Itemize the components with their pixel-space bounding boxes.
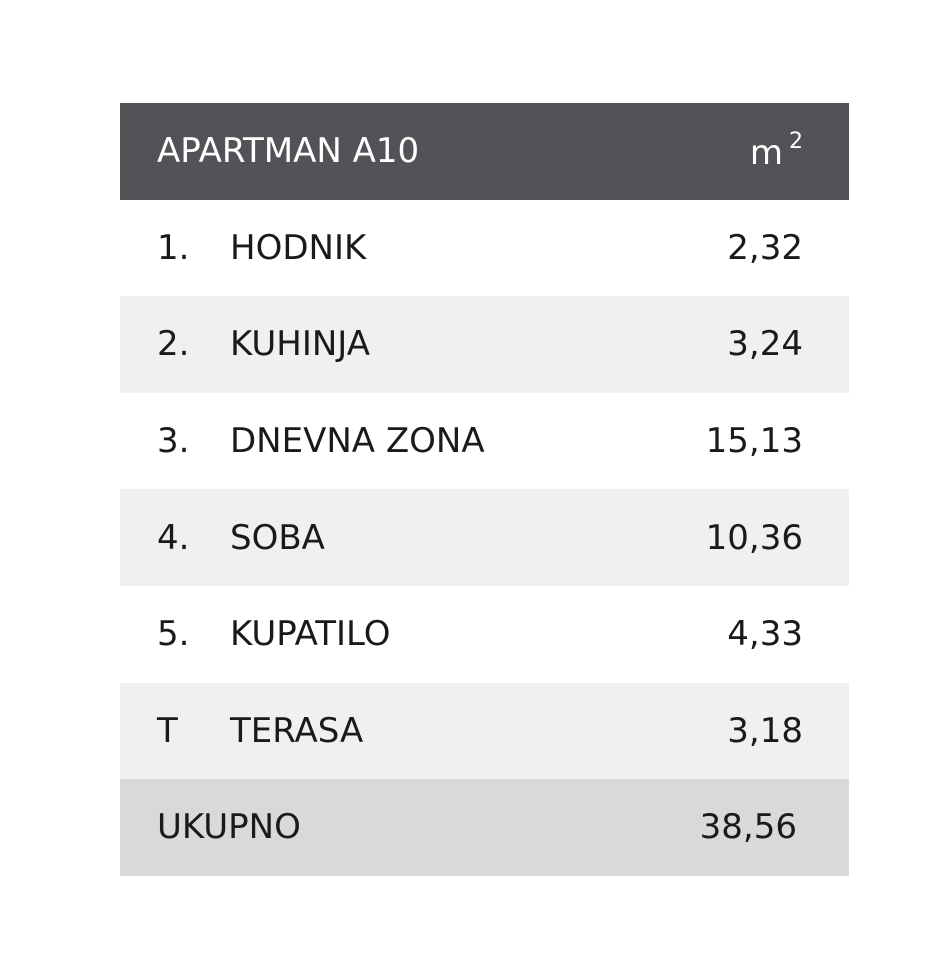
row-number: 5.: [157, 614, 190, 655]
room-name: TERASA: [230, 710, 364, 751]
room-area: 4,33: [727, 614, 803, 655]
room-name: HODNIK: [230, 227, 367, 268]
table-row: 5. KUPATILO 4,33: [120, 586, 849, 683]
total-value: 38,56: [699, 807, 797, 848]
row-number: 1.: [157, 227, 190, 268]
room-area: 3,18: [727, 710, 803, 751]
room-area: 15,13: [705, 421, 803, 462]
row-number: 2.: [157, 324, 190, 365]
table-row: T TERASA 3,18: [120, 682, 849, 780]
room-area: 10,36: [705, 517, 803, 558]
room-name: KUHINJA: [230, 324, 370, 365]
table-row: 2. KUHINJA 3,24: [120, 296, 849, 393]
table-body: 1. HODNIK 2,32 2. KUHINJA 3,24 3. DNEVNA ZONA 15…: [120, 200, 849, 780]
unit-exponent: 2: [789, 129, 803, 155]
room-name: SOBA: [230, 517, 325, 558]
table-row: 3. DNEVNA ZONA 15,13: [120, 393, 849, 490]
total-label: UKUPNO: [157, 807, 301, 848]
unit-base: m: [749, 133, 783, 174]
room-area: 3,24: [727, 324, 803, 365]
table-row: 1. HODNIK 2,32: [120, 200, 849, 297]
row-number: 3.: [157, 421, 190, 462]
room-name: DNEVNA ZONA: [230, 421, 485, 462]
room-name: KUPATILO: [230, 614, 391, 655]
row-number: 4.: [157, 517, 190, 558]
total-row: UKUPNO 38,56: [120, 779, 849, 876]
header-title: APARTMAN A10: [157, 131, 420, 172]
room-area: 2,32: [727, 227, 803, 268]
row-number: T: [157, 710, 178, 751]
table-row: 4. SOBA 10,36: [120, 489, 849, 586]
